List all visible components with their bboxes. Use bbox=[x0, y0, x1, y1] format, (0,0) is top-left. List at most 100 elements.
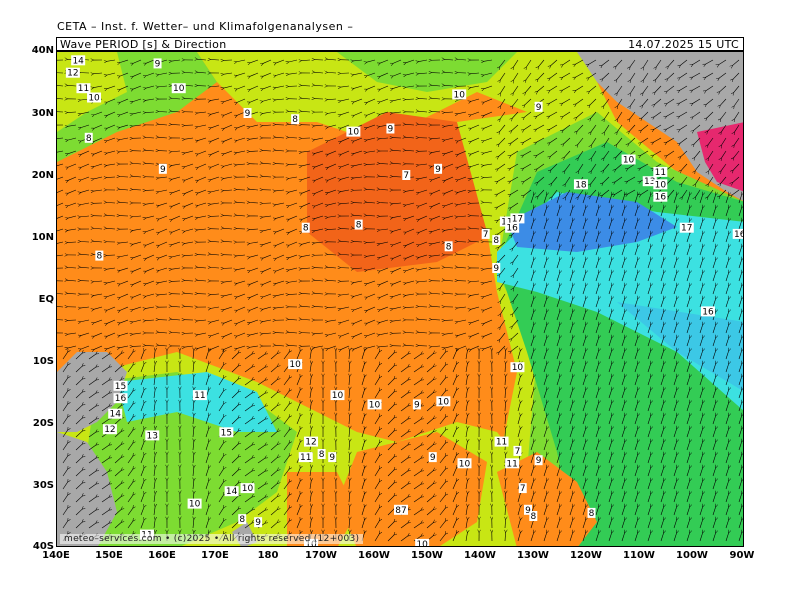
direction-arrow bbox=[276, 228, 285, 232]
direction-arrow bbox=[734, 111, 740, 120]
direction-arrow bbox=[393, 59, 402, 64]
direction-arrow bbox=[119, 59, 129, 63]
direction-arrow bbox=[604, 98, 610, 106]
direction-arrow bbox=[57, 215, 64, 219]
direction-arrow bbox=[367, 72, 376, 76]
direction-arrow bbox=[640, 150, 649, 156]
direction-arrow bbox=[120, 85, 129, 90]
direction-arrow bbox=[458, 150, 467, 155]
direction-arrow bbox=[680, 150, 688, 157]
direction-arrow bbox=[445, 176, 454, 181]
period-label: 7 bbox=[520, 484, 526, 494]
direction-arrow bbox=[106, 85, 116, 89]
direction-arrow bbox=[94, 124, 103, 128]
direction-arrow bbox=[551, 163, 558, 170]
direction-arrow bbox=[210, 98, 220, 101]
direction-arrow bbox=[444, 72, 454, 73]
lon-label-130w: 130W bbox=[517, 550, 549, 561]
direction-arrow bbox=[57, 176, 64, 180]
direction-arrow bbox=[171, 151, 181, 152]
direction-arrow bbox=[57, 111, 64, 113]
direction-arrow bbox=[405, 137, 415, 138]
direction-arrow bbox=[537, 85, 545, 92]
direction-arrow bbox=[708, 163, 714, 172]
period-label: 8 bbox=[96, 252, 102, 262]
direction-arrow bbox=[536, 124, 545, 129]
direction-arrow bbox=[591, 124, 597, 132]
direction-arrow bbox=[119, 124, 129, 128]
direction-arrow bbox=[57, 228, 64, 232]
direction-arrow bbox=[733, 85, 740, 93]
direction-arrow bbox=[328, 137, 337, 141]
direction-arrow bbox=[158, 86, 168, 87]
direction-arrow bbox=[80, 216, 90, 217]
direction-arrow bbox=[172, 202, 181, 206]
direction-arrow bbox=[497, 202, 506, 207]
direction-arrow bbox=[184, 72, 194, 73]
direction-arrow bbox=[565, 189, 571, 198]
direction-arrow bbox=[538, 59, 545, 67]
direction-arrow bbox=[608, 207, 612, 217]
direction-arrow bbox=[379, 163, 389, 164]
period-label: 18 bbox=[575, 180, 587, 190]
direction-arrow bbox=[484, 137, 493, 141]
direction-arrow bbox=[733, 163, 740, 171]
direction-arrow bbox=[512, 98, 519, 106]
direction-arrow bbox=[513, 72, 519, 81]
direction-arrow bbox=[301, 163, 311, 166]
direction-arrow bbox=[708, 150, 714, 159]
direction-arrow bbox=[80, 124, 90, 128]
direction-arrow bbox=[379, 229, 389, 230]
direction-arrow bbox=[67, 150, 77, 154]
direction-arrow bbox=[67, 137, 77, 140]
direction-arrow bbox=[380, 98, 389, 102]
direction-arrow bbox=[483, 59, 493, 61]
direction-arrow bbox=[379, 176, 389, 177]
wave-direction-arrows bbox=[57, 59, 742, 542]
direction-arrow bbox=[569, 207, 573, 217]
direction-arrow bbox=[262, 176, 272, 177]
direction-arrow bbox=[617, 111, 623, 120]
direction-arrow bbox=[616, 59, 623, 67]
land-australia bbox=[57, 432, 117, 546]
direction-arrow bbox=[719, 85, 727, 92]
direction-arrow bbox=[197, 229, 207, 230]
period-label: 87 bbox=[395, 506, 406, 516]
direction-arrow bbox=[616, 72, 623, 80]
direction-arrow bbox=[250, 72, 259, 76]
period-label: 10 bbox=[348, 128, 360, 138]
direction-arrow bbox=[405, 124, 415, 125]
period-label: 10 bbox=[88, 94, 100, 104]
direction-arrow bbox=[666, 137, 675, 143]
direction-arrow bbox=[712, 220, 716, 230]
direction-arrow bbox=[510, 163, 519, 168]
direction-arrow bbox=[57, 137, 64, 139]
direction-arrow bbox=[591, 163, 597, 171]
direction-arrow bbox=[133, 85, 142, 89]
direction-arrow bbox=[602, 72, 610, 79]
lat-label-40n: 40N bbox=[31, 45, 54, 56]
lon-label-120w: 120W bbox=[570, 550, 602, 561]
direction-arrow bbox=[249, 137, 259, 139]
direction-arrow bbox=[223, 72, 233, 74]
direction-arrow bbox=[57, 202, 64, 206]
direction-arrow bbox=[634, 220, 638, 230]
direction-arrow bbox=[458, 163, 467, 168]
direction-arrow bbox=[562, 98, 571, 103]
period-label: 7 bbox=[403, 171, 409, 181]
direction-arrow bbox=[525, 85, 532, 93]
direction-arrow bbox=[262, 125, 272, 126]
direction-arrow bbox=[641, 137, 649, 143]
direction-arrow bbox=[418, 111, 428, 112]
direction-arrow bbox=[615, 176, 623, 182]
period-label: 9 bbox=[493, 264, 499, 274]
direction-arrow bbox=[708, 137, 714, 145]
direction-arrow bbox=[237, 98, 246, 103]
direction-arrow bbox=[107, 111, 116, 116]
direction-arrow bbox=[591, 150, 597, 159]
direction-arrow bbox=[301, 98, 311, 99]
direction-arrow bbox=[185, 176, 194, 180]
direction-arrow bbox=[562, 59, 571, 65]
direction-arrow bbox=[721, 137, 727, 146]
direction-arrow bbox=[184, 163, 194, 167]
